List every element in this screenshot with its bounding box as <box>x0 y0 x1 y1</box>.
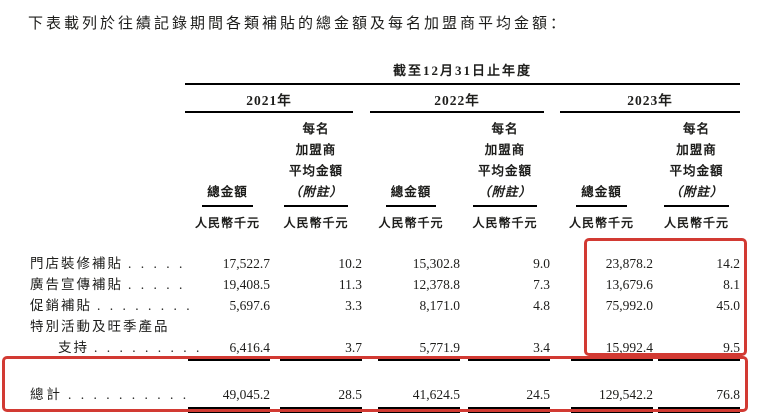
total-value-cell: 41,624.5 <box>362 385 460 413</box>
value-cell: 14.2 <box>716 256 740 271</box>
period-header: 截至12月31日止年度 <box>185 60 740 85</box>
unit-label: 人民幣千元 <box>568 216 634 230</box>
table-row-special-events-support: 支持. . . . . . . . . 6,416.4 3.7 5,771.9 … <box>30 337 740 361</box>
table-row-total: 總計. . . . . . . . . . 49,045.2 28.5 41,6… <box>30 385 740 413</box>
col-header-avg-2022: 每名 加盟商 平均金額 （附註） <box>460 113 550 207</box>
value-cell: 11.3 <box>338 277 362 292</box>
row-label: 廣告宣傳補貼. . . . . <box>30 277 186 292</box>
table-row-special-events-label: 特別活動及旺季產品 <box>30 316 740 337</box>
value-cell: 17,522.7 <box>222 256 270 271</box>
value-cell: 13,679.6 <box>605 277 653 292</box>
value-cell: 8.1 <box>723 277 740 292</box>
avg-line-2: 加盟商 <box>484 143 526 157</box>
row-label: 總計. . . . . . . . . . <box>30 387 190 402</box>
year-2023: 2023年 <box>560 85 740 113</box>
spacer-cell <box>30 85 185 113</box>
period-header-row: 截至12月31日止年度 <box>30 60 740 85</box>
avg-line-1: 每名 <box>682 122 710 136</box>
avg-line-3: 平均金額 <box>669 164 724 178</box>
row-label: 門店裝修補貼. . . . . <box>30 256 186 271</box>
unit-row: 人民幣千元 人民幣千元 人民幣千元 人民幣千元 人民幣千元 人民幣千元 <box>30 207 740 231</box>
unit-label: 人民幣千元 <box>378 216 444 230</box>
value-cell: 3.7 <box>270 337 362 361</box>
note-label: （附註） <box>472 182 537 207</box>
year-2022: 2022年 <box>370 85 544 113</box>
note-label: （附註） <box>664 182 729 207</box>
row-label: 促銷補貼. . . . . . . . <box>30 298 193 313</box>
value-cell: 15,302.8 <box>412 256 460 271</box>
subsidy-table: 截至12月31日止年度 2021年 2022年 2023年 總金額 每名 加盟商… <box>30 60 740 413</box>
value-cell: 9.0 <box>533 256 550 271</box>
unit-label: 人民幣千元 <box>283 216 349 230</box>
total-value-cell: 129,542.2 <box>550 385 653 413</box>
value-cell: 5,697.6 <box>229 298 271 313</box>
table-row-advertising-subsidy: 廣告宣傳補貼. . . . . 19,408.5 11.3 12,378.8 7… <box>30 274 740 295</box>
total-value-cell: 24.5 <box>460 385 550 413</box>
value-cell: 23,878.2 <box>605 256 653 271</box>
col-header-total-2022: 總金額 <box>362 113 460 207</box>
total-amount-label: 總金額 <box>385 182 437 207</box>
year-header-row: 2021年 2022年 2023年 <box>30 85 740 113</box>
leader-dots: . . . . . . . . . <box>94 340 203 355</box>
avg-line-3: 平均金額 <box>477 164 532 178</box>
avg-line-2: 加盟商 <box>676 143 717 157</box>
spacer-cell <box>30 113 185 207</box>
value-cell: 3.4 <box>460 337 550 361</box>
col-header-avg-2023: 每名 加盟商 平均金額 （附註） <box>653 113 740 207</box>
year-2021: 2021年 <box>185 85 353 113</box>
table-row-promotion-subsidy: 促銷補貼. . . . . . . . 5,697.6 3.3 8,171.0 … <box>30 295 740 316</box>
page-title: 下表載列於往績記錄期間各類補貼的總金額及每名加盟商平均金額： <box>28 16 569 32</box>
leader-dots: . . . . . <box>128 277 186 292</box>
value-cell: 9.5 <box>653 337 740 361</box>
total-amount-label: 總金額 <box>202 182 253 207</box>
note-label: （附註） <box>283 182 348 207</box>
value-cell: 7.3 <box>533 277 550 292</box>
column-header-row: 總金額 每名 加盟商 平均金額 （附註） 總金額 每名 加盟商 平均金額 （附註… <box>30 113 740 207</box>
total-value-cell: 28.5 <box>270 385 362 413</box>
unit-label: 人民幣千元 <box>663 216 729 230</box>
leader-dots: . . . . . . . . . . <box>68 387 190 402</box>
row-label: 特別活動及旺季產品 <box>30 319 170 334</box>
spacer-cell <box>30 60 185 85</box>
value-cell: 19,408.5 <box>222 277 270 292</box>
leader-dots: . . . . . <box>128 256 186 271</box>
total-value-cell: 76.8 <box>653 385 740 413</box>
value-cell: 15,992.4 <box>550 337 653 361</box>
avg-line-1: 每名 <box>491 122 519 136</box>
avg-line-1: 每名 <box>302 122 330 136</box>
value-cell: 5,771.9 <box>362 337 460 361</box>
avg-line-3: 平均金額 <box>288 164 343 178</box>
value-cell: 8,171.0 <box>419 298 461 313</box>
total-value-cell: 49,045.2 <box>185 385 270 413</box>
spacer-cell <box>30 207 185 231</box>
value-cell: 6,416.4 <box>185 337 270 361</box>
leader-dots: . . . . . . . . <box>97 298 193 313</box>
col-header-total-2021: 總金額 <box>185 113 270 207</box>
value-cell: 4.8 <box>533 298 550 313</box>
unit-label: 人民幣千元 <box>472 216 538 230</box>
total-amount-label: 總金額 <box>576 182 627 207</box>
value-cell: 12,378.8 <box>412 277 460 292</box>
avg-line-2: 加盟商 <box>295 143 337 157</box>
value-cell: 75,992.0 <box>605 298 653 313</box>
col-header-total-2023: 總金額 <box>550 113 653 207</box>
table-body: 門店裝修補貼. . . . . 17,522.7 10.2 15,302.8 9… <box>30 253 740 413</box>
table-row-decoration-subsidy: 門店裝修補貼. . . . . 17,522.7 10.2 15,302.8 9… <box>30 253 740 274</box>
col-header-avg-2021: 每名 加盟商 平均金額 （附註） <box>270 113 362 207</box>
row-label: 支持. . . . . . . . . <box>58 340 203 355</box>
value-cell: 3.3 <box>345 298 362 313</box>
value-cell: 10.2 <box>338 256 362 271</box>
value-cell: 45.0 <box>716 298 740 313</box>
unit-label: 人民幣千元 <box>194 216 260 230</box>
